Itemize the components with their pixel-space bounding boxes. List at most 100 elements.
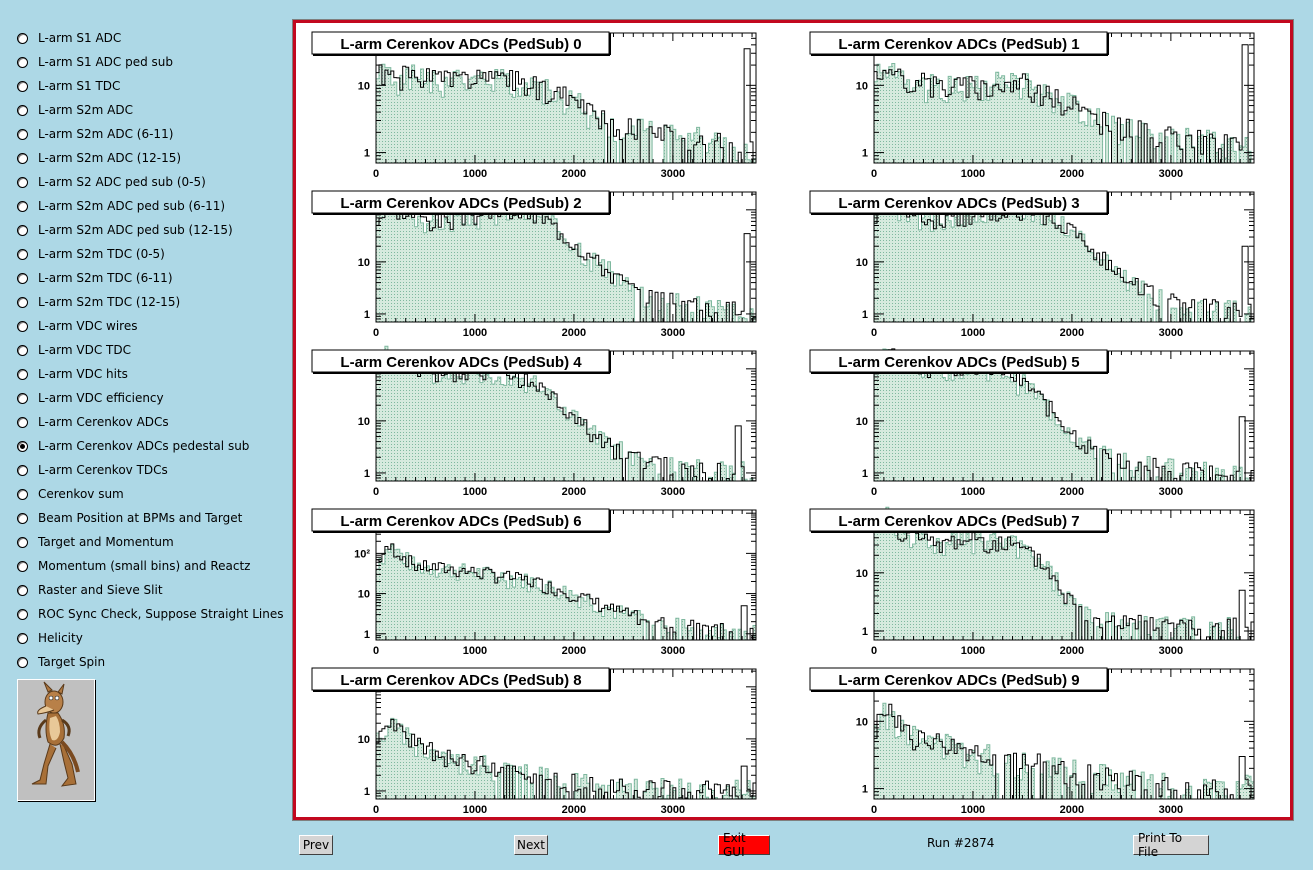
x-tick-label: 2000 xyxy=(562,168,586,180)
radio-button[interactable] xyxy=(17,200,28,212)
radio-button[interactable] xyxy=(17,512,28,524)
x-tick-label: 3000 xyxy=(1159,327,1183,339)
radio-option[interactable]: L-arm VDC hits xyxy=(17,366,128,382)
y-tick-label: 1 xyxy=(364,468,370,480)
radio-option[interactable]: Raster and Sieve Slit xyxy=(17,582,163,598)
radio-option[interactable]: L-arm VDC efficiency xyxy=(17,390,164,406)
radio-button[interactable] xyxy=(17,32,28,44)
radio-label: Beam Position at BPMs and Target xyxy=(38,511,243,525)
radio-option[interactable]: L-arm S1 ADC ped sub xyxy=(17,54,173,70)
x-tick-label: 3000 xyxy=(661,168,685,180)
radio-button[interactable] xyxy=(17,224,28,236)
radio-label: L-arm S2 ADC ped sub (0-5) xyxy=(38,175,206,189)
radio-button[interactable] xyxy=(17,176,28,188)
radio-label: Target and Momentum xyxy=(38,535,174,549)
radio-option[interactable]: L-arm S2m ADC (12-15) xyxy=(17,150,181,166)
radio-button[interactable] xyxy=(17,488,28,500)
radio-option[interactable]: L-arm Cerenkov ADCs pedestal sub xyxy=(17,438,249,454)
radio-label: ROC Sync Check, Suppose Straight Lines xyxy=(38,607,284,621)
histogram-title-box: L-arm Cerenkov ADCs (PedSub) 7 xyxy=(809,508,1109,533)
x-tick-label: 1000 xyxy=(463,645,487,657)
radio-button[interactable] xyxy=(17,80,28,92)
radio-option[interactable]: ROC Sync Check, Suppose Straight Lines xyxy=(17,606,283,622)
radio-button[interactable] xyxy=(17,296,28,308)
x-tick-label: 3000 xyxy=(661,327,685,339)
y-tick-label: 10 xyxy=(358,734,370,746)
x-tick-label: 3000 xyxy=(661,804,685,816)
radio-label: L-arm S1 ADC xyxy=(38,31,122,45)
x-tick-label: 3000 xyxy=(1159,168,1183,180)
radio-button[interactable] xyxy=(17,464,28,476)
exit-gui-button[interactable]: Exit GUI xyxy=(718,831,770,859)
radio-button[interactable] xyxy=(17,56,28,68)
radio-option[interactable]: L-arm VDC wires xyxy=(17,318,137,334)
histogram-title: L-arm Cerenkov ADCs (PedSub) 1 xyxy=(838,36,1079,53)
x-tick-label: 0 xyxy=(373,486,379,498)
histogram-title: L-arm Cerenkov ADCs (PedSub) 8 xyxy=(340,672,581,689)
histogram-title: L-arm Cerenkov ADCs (PedSub) 6 xyxy=(340,513,581,530)
y-tick-label: 1 xyxy=(862,468,868,480)
radio-button-selected[interactable] xyxy=(17,440,28,452)
radio-option[interactable]: L-arm Cerenkov ADCs xyxy=(17,414,169,430)
radio-button[interactable] xyxy=(17,536,28,548)
histogram-title-box: L-arm Cerenkov ADCs (PedSub) 9 xyxy=(809,667,1109,692)
radio-button[interactable] xyxy=(17,128,28,140)
radio-option[interactable]: L-arm Cerenkov TDCs xyxy=(17,462,168,478)
radio-option[interactable]: Momentum (small bins) and Reactz xyxy=(17,558,250,574)
radio-option[interactable]: L-arm S2m TDC (0-5) xyxy=(17,246,165,262)
x-tick-label: 1000 xyxy=(463,486,487,498)
radio-button[interactable] xyxy=(17,152,28,164)
radio-option[interactable]: Target Spin xyxy=(17,654,105,670)
radio-option[interactable]: L-arm S2 ADC ped sub (0-5) xyxy=(17,174,206,190)
radio-option[interactable]: L-arm S2m ADC (6-11) xyxy=(17,126,173,142)
radio-option[interactable]: Target and Momentum xyxy=(17,534,174,550)
x-tick-label: 1000 xyxy=(463,327,487,339)
wile-e-coyote-icon xyxy=(31,681,80,787)
radio-option[interactable]: L-arm S2m ADC ped sub (6-11) xyxy=(17,198,225,214)
radio-option[interactable]: L-arm S1 ADC xyxy=(17,30,121,46)
radio-button[interactable] xyxy=(17,368,28,380)
radio-label: Momentum (small bins) and Reactz xyxy=(38,559,251,573)
radio-label: L-arm S2m TDC (0-5) xyxy=(38,247,165,261)
radio-button[interactable] xyxy=(17,248,28,260)
histogram-title: L-arm Cerenkov ADCs (PedSub) 5 xyxy=(838,354,1079,371)
next-button[interactable]: Next xyxy=(514,835,548,855)
radio-option[interactable]: L-arm S1 TDC xyxy=(17,78,120,94)
radio-button[interactable] xyxy=(17,104,28,116)
histogram-line-series xyxy=(873,703,1255,800)
y-tick-label: 10 xyxy=(856,568,868,580)
radio-button[interactable] xyxy=(17,584,28,596)
radio-option[interactable]: Cerenkov sum xyxy=(17,486,124,502)
prev-button[interactable]: Prev xyxy=(299,835,333,855)
radio-option[interactable]: L-arm S2m ADC xyxy=(17,102,133,118)
histogram-canvas: 0 1000 2000 3000 1 10 L-arm Cerenkov ADCs (Ped… xyxy=(292,19,1294,821)
x-tick-label: 0 xyxy=(871,645,877,657)
radio-button[interactable] xyxy=(17,560,28,572)
radio-button[interactable] xyxy=(17,656,28,668)
radio-label: L-arm S2m ADC ped sub (6-11) xyxy=(38,199,226,213)
x-tick-label: 2000 xyxy=(562,327,586,339)
x-tick-label: 2000 xyxy=(1060,168,1084,180)
radio-label: L-arm VDC TDC xyxy=(38,343,131,357)
radio-button[interactable] xyxy=(17,416,28,428)
radio-button[interactable] xyxy=(17,344,28,356)
x-tick-label: 0 xyxy=(373,168,379,180)
print-to-file-button[interactable]: Print To File xyxy=(1133,831,1209,859)
radio-option[interactable]: Helicity xyxy=(17,630,83,646)
radio-button[interactable] xyxy=(17,608,28,620)
histogram-pad: 0 1000 2000 3000 1 10 L-arm Cerenkov ADCs (Ped… xyxy=(809,667,1255,816)
radio-option[interactable]: L-arm S2m TDC (12-15) xyxy=(17,294,180,310)
radio-button[interactable] xyxy=(17,632,28,644)
radio-button[interactable] xyxy=(17,272,28,284)
y-tick-label: 1 xyxy=(364,148,370,160)
radio-option[interactable]: Beam Position at BPMs and Target xyxy=(17,510,242,526)
radio-option[interactable]: L-arm S2m ADC ped sub (12-15) xyxy=(17,222,233,238)
histogram-title: L-arm Cerenkov ADCs (PedSub) 3 xyxy=(838,195,1079,212)
histogram-title: L-arm Cerenkov ADCs (PedSub) 0 xyxy=(340,36,581,53)
radio-option[interactable]: L-arm S2m TDC (6-11) xyxy=(17,270,173,286)
histogram-line-series xyxy=(873,510,1255,641)
radio-option[interactable]: L-arm VDC TDC xyxy=(17,342,131,358)
radio-button[interactable] xyxy=(17,392,28,404)
x-tick-label: 1000 xyxy=(463,804,487,816)
radio-button[interactable] xyxy=(17,320,28,332)
